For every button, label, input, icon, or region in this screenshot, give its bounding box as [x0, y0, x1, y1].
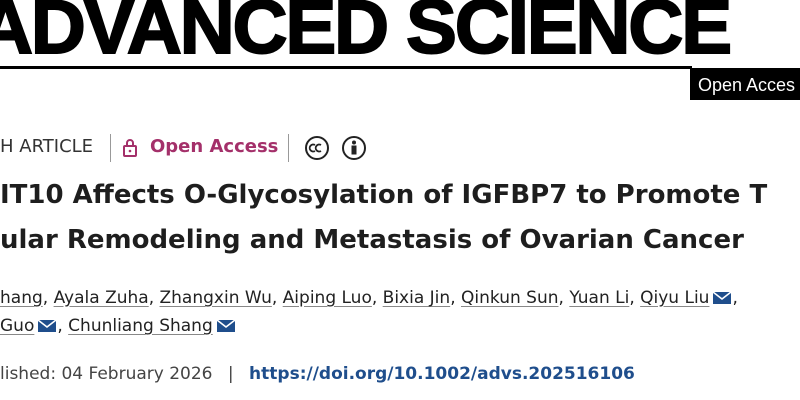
author-separator: , — [371, 288, 378, 308]
author-name[interactable]: Bixia Jin — [382, 288, 451, 308]
author-name[interactable]: Aiping Luo — [282, 288, 372, 308]
published-date: lished: 04 February 2026 — [0, 364, 213, 384]
separator — [110, 134, 111, 162]
email-icon[interactable] — [37, 319, 57, 333]
title-line: ular Remodeling and Metastasis of Ovaria… — [0, 225, 744, 255]
license-icons[interactable] — [304, 135, 368, 161]
separator — [288, 134, 289, 162]
author-name[interactable]: hang — [0, 288, 43, 308]
article-type: H ARTICLE — [0, 136, 94, 157]
author-separator: , — [42, 288, 49, 308]
author-separator: , — [558, 288, 564, 308]
author-separator: , — [57, 316, 63, 336]
author-separator: , — [629, 288, 635, 308]
author-separator: , — [732, 288, 738, 308]
author-name[interactable]: Ayala Zuha — [53, 288, 149, 308]
logo-rule — [0, 66, 692, 69]
author-separator: , — [271, 288, 278, 308]
author-line: hang, Ayala Zuha, Zhangxin Wu, Aiping Lu… — [0, 288, 738, 308]
author-line: Guo, Chunliang Shang — [0, 316, 236, 336]
lock-icon — [123, 139, 137, 157]
author-name[interactable]: Chunliang Shang — [68, 316, 213, 336]
author-name[interactable]: Zhangxin Wu — [159, 288, 272, 308]
author-name[interactable]: Qinkun Sun — [461, 288, 559, 308]
author-separator: , — [450, 288, 456, 308]
author-separator: , — [148, 288, 155, 308]
email-icon[interactable] — [712, 291, 732, 305]
author-name[interactable]: Guo — [0, 316, 35, 336]
publication-info: lished: 04 February 2026 | https://doi.o… — [0, 364, 635, 384]
open-access-badge: Open Acces — [690, 68, 800, 100]
separator: | — [227, 364, 234, 384]
journal-logo: ADVANCED SCIENCE — [0, 0, 733, 71]
author-name[interactable]: Yuan Li — [569, 288, 630, 308]
title-line: IT10 Affects O-Glycosylation of IGFBP7 t… — [0, 180, 768, 210]
open-access-link[interactable]: Open Access — [150, 136, 279, 157]
email-icon[interactable] — [216, 319, 236, 333]
doi-link[interactable]: https://doi.org/10.1002/advs.202516106 — [249, 364, 635, 384]
author-name[interactable]: Qiyu Liu — [640, 288, 710, 308]
